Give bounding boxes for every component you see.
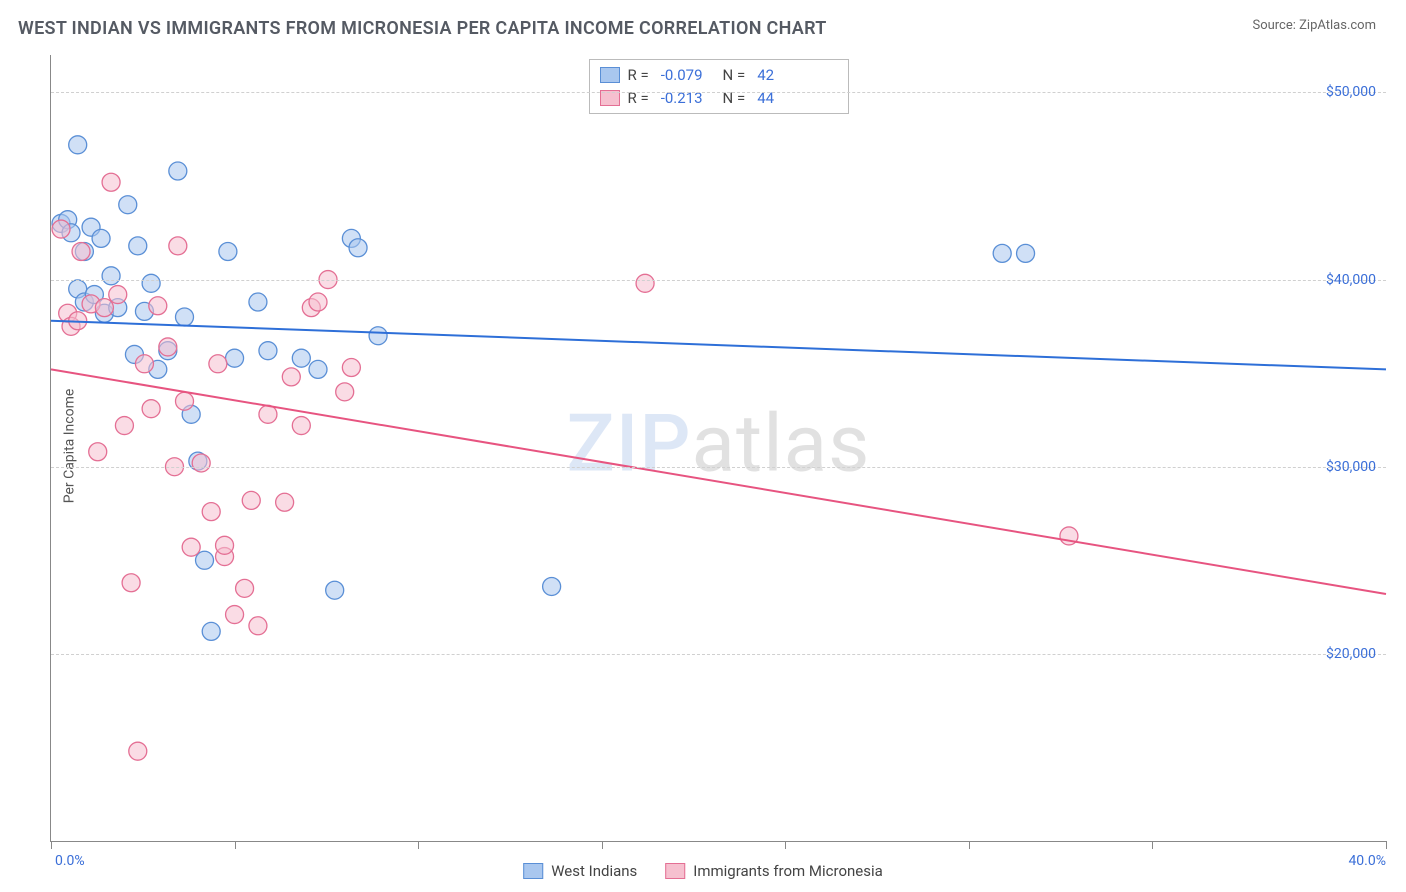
data-point: [129, 237, 147, 255]
legend-swatch: [523, 863, 543, 879]
data-point: [249, 617, 267, 635]
data-point: [115, 417, 133, 435]
gridline: [51, 467, 1386, 468]
data-point: [242, 491, 260, 509]
legend-item: Immigrants from Micronesia: [665, 862, 883, 880]
data-point: [92, 229, 110, 247]
data-point: [226, 349, 244, 367]
data-point: [176, 392, 194, 410]
data-point: [292, 349, 310, 367]
chart-title: WEST INDIAN VS IMMIGRANTS FROM MICRONESI…: [18, 18, 827, 39]
data-point: [129, 742, 147, 760]
x-tick: [602, 841, 603, 849]
chart-plot-area: ZIPatlas R =-0.079N =42R =-0.213N =44 $2…: [50, 55, 1386, 842]
data-point: [236, 579, 254, 597]
data-point: [69, 136, 87, 154]
data-point: [1017, 244, 1035, 262]
legend-item: West Indians: [523, 862, 637, 880]
x-tick: [1152, 841, 1153, 849]
trend-line: [51, 369, 1386, 594]
legend-label: West Indians: [551, 862, 637, 880]
scatter-svg: [51, 55, 1386, 841]
data-point: [192, 454, 210, 472]
x-tick-label-right: 40.0%: [1348, 853, 1386, 869]
x-tick: [785, 841, 786, 849]
data-point: [89, 443, 107, 461]
y-tick-label: $20,000: [1326, 646, 1376, 662]
data-point: [216, 536, 234, 554]
data-point: [202, 622, 220, 640]
stat-N-value: 44: [757, 87, 774, 110]
gridline: [51, 280, 1386, 281]
source-name: ZipAtlas.com: [1299, 18, 1376, 33]
data-point: [276, 493, 294, 511]
data-point: [182, 538, 200, 556]
stat-R-label: R =: [628, 64, 649, 87]
x-tick: [1386, 841, 1387, 849]
data-point: [336, 383, 354, 401]
data-point: [282, 368, 300, 386]
x-tick: [969, 841, 970, 849]
data-point: [259, 405, 277, 423]
legend-label: Immigrants from Micronesia: [693, 862, 883, 880]
source-prefix: Source:: [1252, 18, 1299, 33]
stat-R-label: R =: [628, 87, 649, 110]
data-point: [159, 338, 177, 356]
x-tick-label-left: 0.0%: [55, 853, 85, 869]
legend-swatch: [600, 67, 620, 83]
data-point: [202, 503, 220, 521]
data-point: [119, 196, 137, 214]
y-tick-label: $40,000: [1326, 272, 1376, 288]
trend-line: [51, 321, 1386, 370]
data-point: [52, 220, 70, 238]
data-point: [122, 574, 140, 592]
stat-R-value: -0.213: [661, 87, 703, 110]
data-point: [292, 417, 310, 435]
data-point: [309, 360, 327, 378]
data-point: [219, 243, 237, 261]
stat-R-value: -0.079: [661, 64, 703, 87]
data-point: [349, 239, 367, 257]
data-point: [142, 400, 160, 418]
data-point: [149, 297, 167, 315]
data-point: [102, 267, 120, 285]
data-point: [169, 162, 187, 180]
data-point: [226, 606, 244, 624]
data-point: [72, 243, 90, 261]
stat-N-value: 42: [757, 64, 774, 87]
data-point: [369, 327, 387, 345]
stat-legend-row: R = -0.079 N = 42: [600, 64, 836, 87]
data-point: [636, 274, 654, 292]
data-point: [176, 308, 194, 326]
data-point: [142, 274, 160, 292]
stat-N-label: N =: [723, 87, 746, 110]
data-point: [543, 577, 561, 595]
data-point: [342, 359, 360, 377]
data-point: [95, 299, 113, 317]
x-tick: [235, 841, 236, 849]
data-point: [993, 244, 1011, 262]
stat-legend-row: R = -0.213 N = 44: [600, 87, 836, 110]
data-point: [309, 293, 327, 311]
gridline: [51, 654, 1386, 655]
x-tick: [418, 841, 419, 849]
data-point: [135, 355, 153, 373]
data-point: [109, 286, 127, 304]
data-point: [209, 355, 227, 373]
series-legend: West Indians Immigrants from Micronesia: [523, 862, 883, 880]
stat-N-label: N =: [723, 64, 746, 87]
data-point: [326, 581, 344, 599]
gridline: [51, 92, 1386, 93]
data-point: [249, 293, 267, 311]
legend-swatch: [665, 863, 685, 879]
data-point: [196, 551, 214, 569]
correlation-legend: R = -0.079 N = 42 R = -0.213 N = 44: [589, 59, 849, 114]
data-point: [169, 237, 187, 255]
y-tick-label: $30,000: [1326, 459, 1376, 475]
source-label: Source: ZipAtlas.com: [1252, 18, 1376, 33]
x-tick: [51, 841, 52, 849]
y-tick-label: $50,000: [1326, 84, 1376, 100]
data-point: [102, 173, 120, 191]
data-point: [259, 342, 277, 360]
